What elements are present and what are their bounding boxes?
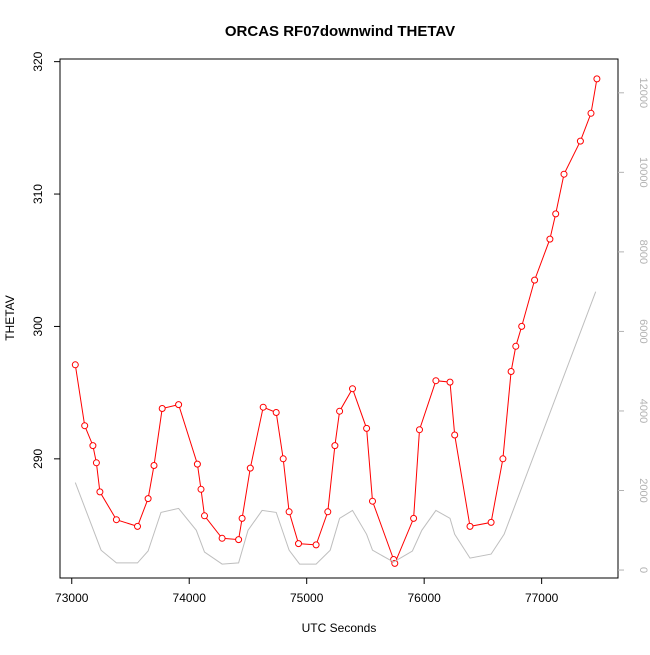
- x-axis: 73000 74000 75000 76000 77000: [55, 578, 559, 605]
- data-point: [324, 508, 332, 516]
- altitude-series-line: [74, 291, 597, 565]
- data-point: [175, 401, 183, 409]
- data-point: [416, 426, 423, 434]
- x-axis-label: UTC Seconds: [302, 621, 377, 635]
- data-point: [451, 431, 459, 439]
- data-point: [487, 518, 495, 526]
- y-tick-label: 320: [31, 51, 45, 71]
- data-point: [531, 276, 539, 284]
- data-point: [246, 464, 254, 472]
- x-tick-label: 76000: [407, 591, 441, 605]
- data-point: [197, 485, 205, 493]
- data-point: [518, 322, 526, 330]
- y-tick-label: 290: [31, 449, 45, 469]
- data-point: [259, 403, 267, 411]
- data-point: [593, 75, 601, 83]
- y2-tick-label: 12000: [637, 78, 649, 109]
- y2-tick-label: 8000: [637, 240, 649, 264]
- data-point: [336, 407, 344, 415]
- y2-tick-label: 4000: [637, 399, 649, 423]
- data-point: [92, 459, 100, 467]
- x-tick-label: 75000: [290, 591, 324, 605]
- data-point: [512, 342, 520, 350]
- data-point: [466, 522, 474, 530]
- data-point: [432, 377, 440, 385]
- data-point: [238, 514, 246, 522]
- data-point: [158, 405, 166, 412]
- data-point: [587, 109, 595, 117]
- data-point: [193, 460, 201, 468]
- y-tick-label: 310: [31, 184, 45, 204]
- data-point: [285, 508, 293, 516]
- data-point: [369, 497, 376, 505]
- data-point: [349, 385, 356, 393]
- y-axis-left: 290 300 310 320: [31, 51, 60, 469]
- data-point: [507, 368, 515, 375]
- data-point: [201, 512, 208, 520]
- data-point: [71, 361, 79, 369]
- data-point: [295, 540, 302, 548]
- data-point: [218, 534, 226, 542]
- data-point: [363, 424, 371, 432]
- x-tick-label: 74000: [173, 591, 207, 605]
- data-point: [81, 422, 89, 430]
- x-tick-label: 73000: [55, 591, 89, 605]
- data-point: [89, 442, 97, 450]
- y2-tick-label: 6000: [637, 319, 649, 343]
- y-axis-right: 0 2000 4000 6000 8000 10000 12000: [618, 78, 649, 573]
- data-point: [279, 455, 287, 463]
- data-point: [134, 522, 141, 530]
- data-point: [410, 514, 418, 522]
- data-point: [112, 516, 120, 524]
- data-point: [96, 488, 104, 496]
- y2-tick-label: 0: [637, 567, 649, 573]
- plot-area: [71, 75, 601, 567]
- y2-tick-label: 10000: [637, 157, 649, 188]
- plot-frame: [59, 58, 619, 579]
- data-point: [446, 378, 454, 386]
- data-point: [552, 210, 560, 218]
- data-point: [272, 409, 280, 416]
- data-point: [150, 462, 158, 469]
- data-point: [235, 536, 243, 544]
- data-point: [560, 170, 568, 178]
- chart-title: ORCAS RF07downwind THETAV: [225, 23, 455, 40]
- data-point: [144, 495, 152, 503]
- data-point: [546, 235, 554, 243]
- y-axis-label: THETAV: [3, 295, 17, 341]
- y2-tick-label: 2000: [637, 478, 649, 502]
- thetav-series-line: [74, 78, 598, 565]
- x-tick-label: 77000: [525, 591, 559, 605]
- data-point: [499, 455, 507, 463]
- data-point: [312, 541, 320, 549]
- data-point: [331, 442, 339, 450]
- y-tick-label: 300: [31, 316, 45, 336]
- data-point: [576, 137, 584, 145]
